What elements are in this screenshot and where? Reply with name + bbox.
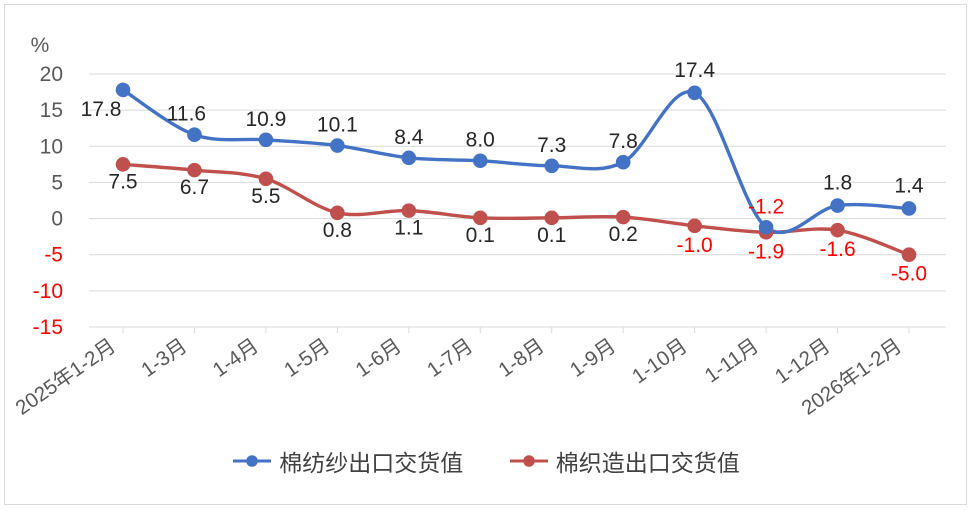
- svg-text:1.8: 1.8: [823, 172, 852, 195]
- svg-text:1-10月: 1-10月: [628, 334, 692, 388]
- svg-text:-5: -5: [44, 244, 63, 267]
- svg-text:10: 10: [40, 135, 63, 158]
- svg-text:15: 15: [40, 99, 63, 122]
- svg-text:-10: -10: [33, 280, 63, 303]
- svg-text:17.4: 17.4: [674, 59, 715, 82]
- svg-text:6.7: 6.7: [180, 176, 209, 199]
- svg-text:-1.2: -1.2: [748, 195, 784, 218]
- svg-text:-1.9: -1.9: [748, 240, 784, 263]
- svg-text:0.1: 0.1: [537, 224, 566, 247]
- svg-text:1-4月: 1-4月: [209, 334, 263, 382]
- svg-text:1-5月: 1-5月: [280, 334, 334, 382]
- svg-text:0.8: 0.8: [323, 219, 352, 242]
- svg-text:0.1: 0.1: [466, 224, 495, 247]
- svg-text:1-12月: 1-12月: [771, 334, 835, 388]
- svg-text:8.4: 8.4: [394, 126, 424, 149]
- svg-text:1-11月: 1-11月: [701, 334, 763, 387]
- svg-text:5: 5: [51, 171, 63, 194]
- svg-text:8.0: 8.0: [466, 129, 495, 152]
- svg-text:1-8月: 1-8月: [494, 334, 548, 382]
- svg-text:7.3: 7.3: [537, 134, 566, 157]
- svg-text:7.8: 7.8: [609, 130, 638, 153]
- svg-text:5.5: 5.5: [251, 185, 280, 208]
- svg-text:10.9: 10.9: [245, 108, 286, 131]
- svg-text:1-9月: 1-9月: [566, 334, 620, 382]
- svg-text:1-3月: 1-3月: [137, 334, 191, 382]
- svg-text:-1.0: -1.0: [677, 234, 713, 257]
- svg-text:0: 0: [51, 208, 63, 231]
- svg-text:1.4: 1.4: [894, 174, 924, 197]
- svg-text:1-6月: 1-6月: [351, 334, 405, 382]
- svg-text:11.6: 11.6: [167, 103, 206, 126]
- svg-text:-1.6: -1.6: [819, 238, 855, 261]
- svg-text:%: %: [31, 34, 50, 57]
- svg-text:2025年1-2月: 2025年1-2月: [11, 334, 119, 420]
- svg-text:0.2: 0.2: [609, 223, 638, 246]
- svg-text:-5.0: -5.0: [891, 263, 927, 286]
- svg-text:17.8: 17.8: [81, 98, 122, 121]
- svg-text:1.1: 1.1: [394, 217, 423, 240]
- svg-text:-15: -15: [33, 316, 63, 339]
- svg-text:10.1: 10.1: [317, 114, 358, 137]
- svg-text:1-7月: 1-7月: [423, 334, 477, 382]
- svg-text:20: 20: [40, 63, 63, 86]
- svg-text:7.5: 7.5: [108, 170, 137, 193]
